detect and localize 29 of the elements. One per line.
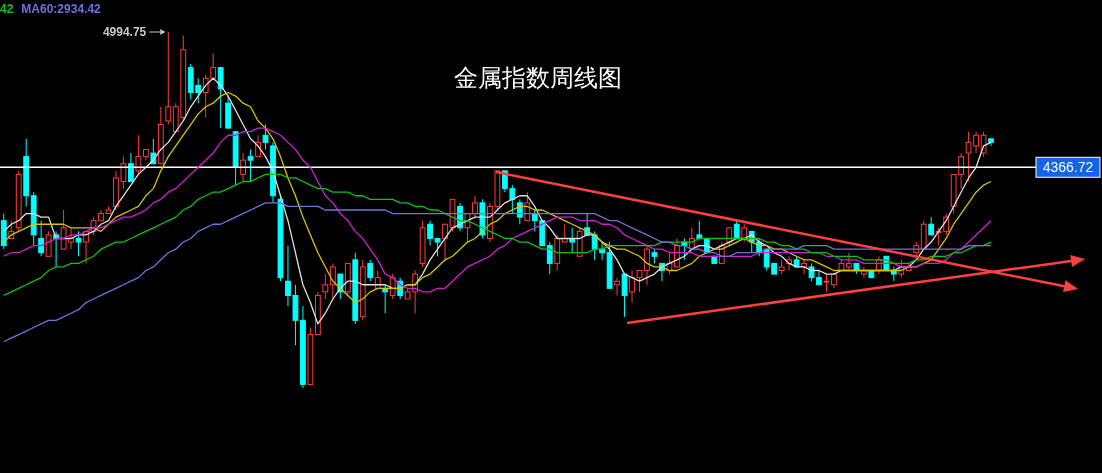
candlestick xyxy=(674,237,680,268)
candlestick xyxy=(591,230,598,261)
candlestick xyxy=(621,273,628,318)
candlestick xyxy=(217,67,224,129)
candlestick xyxy=(262,124,269,150)
candlestick xyxy=(382,284,389,314)
candlestick xyxy=(75,230,82,257)
candlestick xyxy=(322,273,329,300)
candlestick xyxy=(614,277,620,296)
candlestick xyxy=(240,152,246,183)
candlestick xyxy=(38,220,45,257)
candlestick xyxy=(389,273,396,300)
annotation: 4366.72 xyxy=(1042,159,1094,176)
candlestick xyxy=(165,32,172,126)
text: 42 xyxy=(0,2,14,16)
candlestick xyxy=(524,191,531,222)
candlestick xyxy=(427,220,433,247)
text: 金属指数周线图 xyxy=(453,63,623,93)
candlestick xyxy=(846,252,852,272)
candlestick xyxy=(472,195,478,218)
candlestick xyxy=(135,134,142,175)
candlestick xyxy=(45,230,52,257)
candlestick xyxy=(464,213,471,243)
candlestick xyxy=(247,148,254,183)
annotation: 4994.75 xyxy=(102,25,147,39)
text: MA60:2934.42 xyxy=(21,2,101,16)
candlestick xyxy=(546,241,553,275)
candlestick xyxy=(367,259,374,282)
candlestick xyxy=(128,152,134,183)
